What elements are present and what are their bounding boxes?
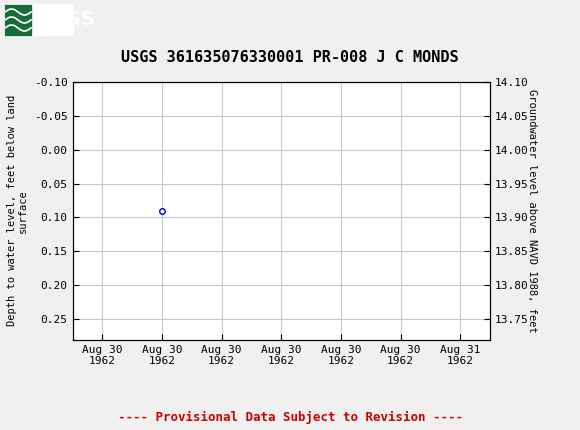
Text: USGS 361635076330001 PR-008 J C MONDS: USGS 361635076330001 PR-008 J C MONDS: [121, 49, 459, 64]
FancyBboxPatch shape: [4, 4, 32, 36]
Text: ---- Provisional Data Subject to Revision ----: ---- Provisional Data Subject to Revisio…: [118, 412, 462, 424]
FancyBboxPatch shape: [4, 4, 74, 36]
Text: USGS: USGS: [35, 10, 95, 30]
Y-axis label: Depth to water level, feet below land
surface: Depth to water level, feet below land su…: [7, 95, 28, 326]
Y-axis label: Groundwater level above NAVD 1988, feet: Groundwater level above NAVD 1988, feet: [527, 89, 537, 332]
